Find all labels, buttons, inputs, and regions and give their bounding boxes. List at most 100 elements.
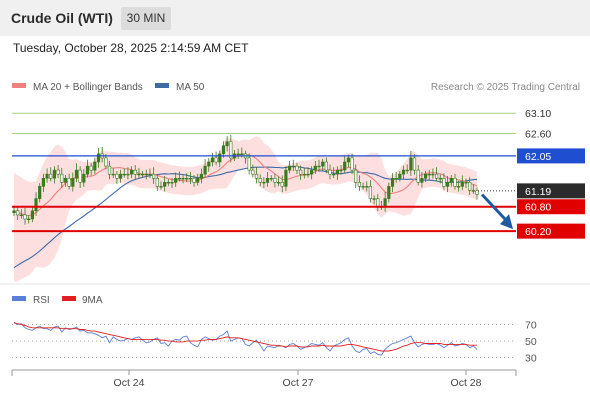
candle-body [119,173,123,179]
candle-body [60,173,64,183]
level-tag-current [517,183,585,199]
level-tag-62.05 [517,148,585,164]
level-label-60.80: 60.80 [525,202,551,214]
candle-body [196,178,200,183]
candle-body [192,178,196,183]
level-label-current: 61.19 [525,186,551,198]
candle-body [361,186,365,188]
candle-body [174,178,178,183]
candle-body [137,173,141,176]
candle-body [210,157,215,163]
candle-body [52,169,56,179]
candle-body [185,178,189,180]
candle-body [287,165,292,171]
candle-body [456,186,461,188]
forecast-arrow-shaft [480,193,508,222]
candle-body [203,165,207,175]
candle-body [313,165,317,171]
candle-body [133,169,137,175]
chart-header: Crude Oil (WTI) 30 MIN [0,0,590,36]
legend-swatch-ma50 [155,83,169,88]
candle-body [368,186,373,199]
level-label-62.60: 62.60 [525,129,551,141]
candle-body [16,210,20,216]
candle-body [56,169,60,175]
candle-body [126,173,130,176]
candle-body [475,190,479,195]
candle-body [19,214,23,216]
legend-swatch-9ma [62,296,76,301]
candle-body [89,165,93,171]
candle-body [218,153,222,163]
candle-body [93,161,97,171]
candle-body [350,157,354,171]
candle-body [254,173,259,179]
candle-body [225,141,229,147]
candle-body [163,182,167,187]
rsi-9ma-line [13,322,477,352]
candle-body [236,153,240,155]
candle-body [295,165,299,171]
candle-body [409,157,413,171]
candle-body [324,161,328,171]
candle-body [229,141,233,159]
candle-body [291,165,295,168]
candle-body [357,182,362,187]
candle-body [460,182,464,187]
candle-body [398,173,402,179]
candle-body [434,173,439,179]
candle-body [27,218,31,220]
candle-body [155,178,159,187]
candle-body [449,178,453,183]
candle-body [12,210,16,214]
candle-body [262,182,266,184]
candle-body [207,161,211,167]
timestamp: Tuesday, October 28, 2025 2:14:59 AM CET [13,41,249,55]
legend-swatch-ma20 [12,83,26,88]
candle-body [115,173,119,179]
candle-body [412,157,417,171]
candle-body [130,169,134,175]
candle-body [144,173,148,176]
candle-body [284,169,288,187]
candle-body [49,173,53,179]
price-panel: 63.10 62.60 62.05 61.19 60.80 60.20 [12,108,585,282]
level-tag-60.20 [517,223,585,239]
candle-body [30,210,35,220]
candle-body [38,186,42,199]
candle-body [177,178,182,180]
candle-body [420,178,424,183]
candle-body [221,145,226,155]
candle-body [265,178,270,183]
candle-body [104,157,108,167]
candle-body [416,169,420,183]
candle-body [376,198,380,208]
candle-body [298,169,303,175]
candle-body [317,165,321,168]
candle-body [78,169,82,183]
candle-body [365,186,369,188]
legend-label-ma50: MA 50 [176,82,205,93]
candle-body [96,153,101,163]
x-tick-label: Oct 24 [114,377,145,389]
candle-body [276,182,281,184]
candle-body [34,198,38,212]
candle-body [405,169,409,172]
candle-body [390,178,395,187]
candle-body [273,178,277,183]
level-tag-60.80 [517,199,585,215]
candle-body [269,178,273,180]
candle-body [401,169,406,175]
candle-body [63,178,67,183]
candle-body [442,178,446,187]
candle-body [67,178,71,187]
candle-body [332,173,336,176]
candle-body [328,169,332,175]
rsi-panel: 70 50 30 [12,320,537,365]
candle-body [71,178,75,187]
candle-body [302,173,306,176]
timeframe-badge[interactable]: 30 MIN [121,7,171,30]
legend-label-rsi: RSI [33,295,50,306]
candle-body [141,173,145,176]
